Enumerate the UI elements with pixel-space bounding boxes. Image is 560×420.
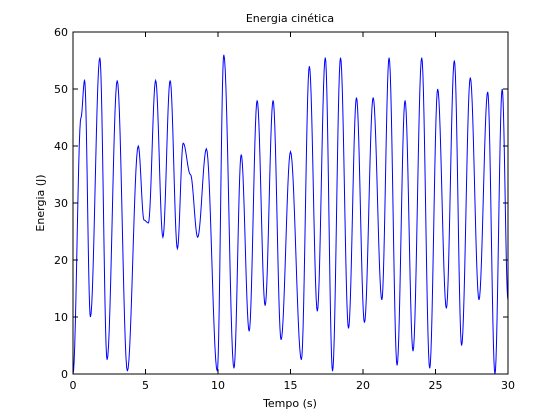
plot-area — [73, 32, 508, 374]
y-tick-label: 40 — [54, 140, 68, 153]
y-axis-label: Energia (J) — [34, 174, 47, 231]
x-tick-label: 15 — [284, 379, 298, 392]
x-tick-label: 10 — [211, 379, 225, 392]
x-tick-label: 20 — [356, 379, 370, 392]
axis-ticks: 0 5 10 15 20 25 30 0 10 20 30 40 50 60 — [54, 26, 515, 392]
x-tick-label: 25 — [429, 379, 443, 392]
y-tick-label: 20 — [54, 254, 68, 267]
x-tick-label: 5 — [142, 379, 149, 392]
y-tick-label: 50 — [54, 83, 68, 96]
kinetic-energy-line — [72, 54, 509, 375]
x-tick-label: 0 — [70, 379, 77, 392]
y-tick-label: 30 — [54, 197, 68, 210]
y-tick-label: 10 — [54, 311, 68, 324]
x-tick-label: 30 — [501, 379, 515, 392]
chart-title: Energia cinética — [246, 12, 334, 25]
y-tick-label: 0 — [61, 368, 68, 381]
y-tick-label: 60 — [54, 26, 68, 39]
x-axis-label: Tempo (s) — [262, 397, 317, 410]
